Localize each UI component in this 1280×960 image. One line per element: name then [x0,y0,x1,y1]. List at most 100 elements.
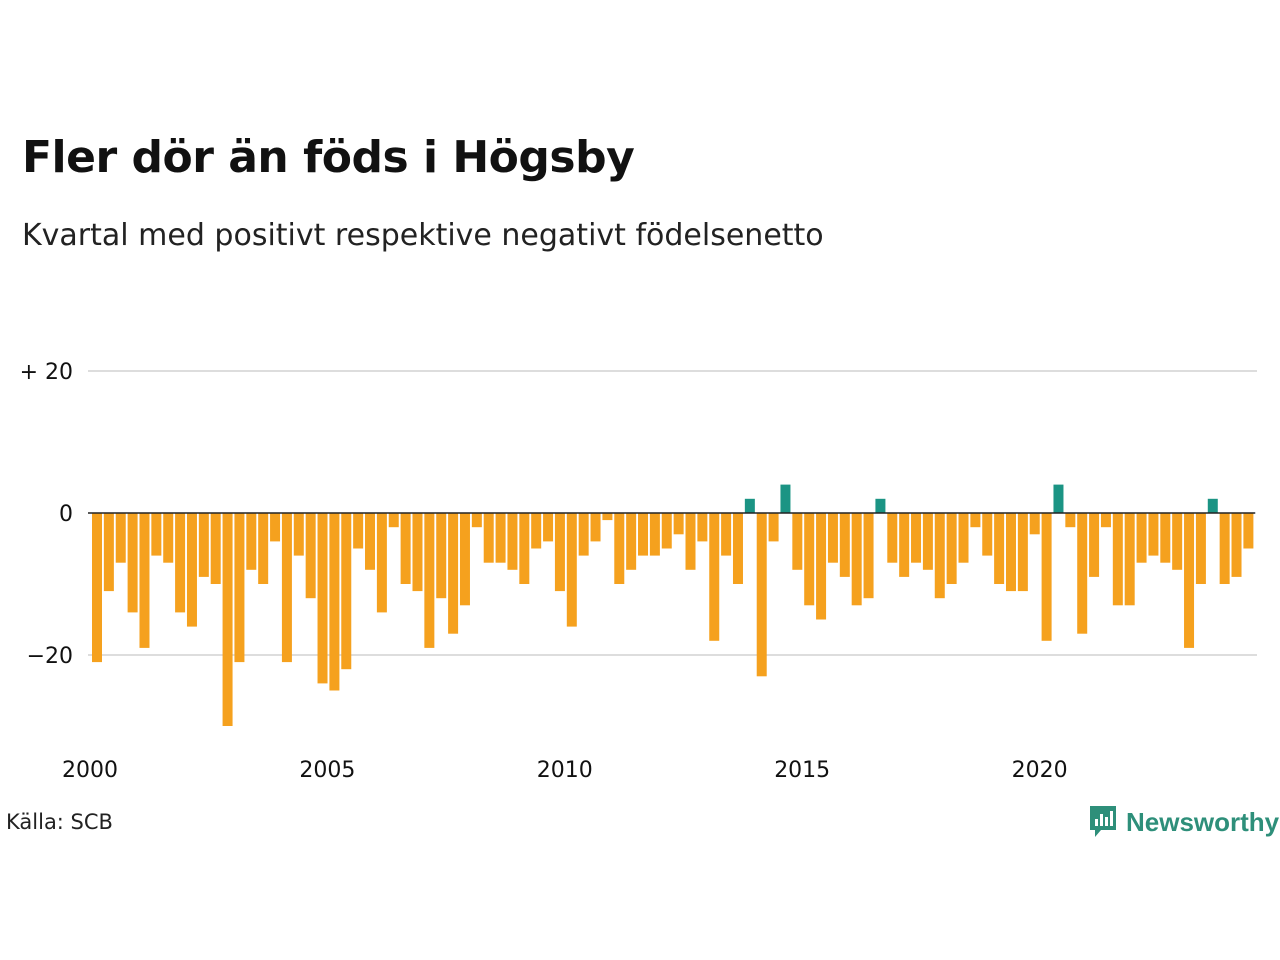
bar-negative [471,513,482,528]
bar-negative [270,513,281,542]
bar-negative [448,513,459,634]
bar-negative [1160,513,1171,563]
bar-negative [732,513,743,584]
x-tick-label: 2015 [774,758,830,783]
bar-negative [887,513,898,563]
bar-negative [1172,513,1183,570]
bar-negative [1112,513,1123,606]
bar-negative [281,513,292,663]
bars [92,484,1254,726]
bar-negative [946,513,957,584]
bar-positive [780,484,791,513]
bar-negative [495,513,506,563]
bar-negative [103,513,114,592]
bar-negative [970,513,981,528]
bar-negative [115,513,126,563]
bar-negative [614,513,625,584]
bar-negative [353,513,364,549]
bar-negative [590,513,601,542]
bar-negative [661,513,672,549]
bar-negative [317,513,328,684]
y-tick-label: 0 [59,502,73,527]
bar-negative [365,513,376,570]
bar-negative [911,513,922,563]
bar-positive [744,498,755,513]
bar-negative [1005,513,1016,592]
chart-logo-icon [1090,806,1116,837]
bar-negative [827,513,838,563]
y-tick-label: + 20 [20,360,73,385]
bar-negative [994,513,1005,584]
bar-negative [1136,513,1147,563]
bar-negative [1100,513,1111,528]
bar-negative [1041,513,1052,641]
bar-negative [400,513,411,584]
axes: + 20 0 −20 2000 2005 2010 2015 2020 [20,360,1256,783]
x-tick-label: 2020 [1012,758,1068,783]
bar-negative [222,513,233,726]
bar-negative [578,513,589,556]
bar-negative [1195,513,1206,584]
bar-negative [436,513,447,599]
bar-negative [507,513,518,570]
bar-negative [1243,513,1254,549]
bar-negative [1029,513,1040,535]
newsworthy-logo: Newsworthy [1088,804,1279,840]
bar-negative [792,513,803,570]
bar-negative [768,513,779,542]
bar-negative [756,513,767,677]
chart-subtitle: Kvartal med positivt respektive negativt… [22,218,824,253]
bar-negative [163,513,174,563]
bar-negative [246,513,257,570]
bar-negative [92,513,102,663]
bar-negative [376,513,387,613]
bar-negative [899,513,910,577]
bar-negative [839,513,850,577]
bar-negative [305,513,316,599]
bar-negative [1089,513,1100,577]
bar-negative [1065,513,1076,528]
bar-negative [602,513,613,521]
chart-title: Fler dör än föds i Högsby [22,132,635,183]
bar-negative [531,513,542,549]
bar-negative [341,513,352,670]
bar-negative [258,513,269,584]
bar-negative [1017,513,1028,592]
bar-negative [709,513,720,641]
source-note: Källa: SCB [6,810,113,834]
y-tick-label: −20 [27,644,73,669]
x-tick-label: 2005 [299,758,355,783]
bar-negative [804,513,815,606]
bar-negative [958,513,969,563]
bar-negative [816,513,827,620]
bar-negative [851,513,862,606]
bar-negative [459,513,470,606]
bar-negative [863,513,874,599]
bar-negative [412,513,423,592]
bar-negative [566,513,577,627]
bar-negative [210,513,221,584]
bar-negative [1231,513,1242,577]
bar-negative [424,513,435,648]
bar-negative [1148,513,1159,556]
bar-negative [519,513,530,584]
bar-negative [982,513,993,556]
x-tick-label: 2010 [537,758,593,783]
bar-negative [234,513,245,663]
bar-negative [1184,513,1195,648]
bar-negative [127,513,138,613]
bar-negative [638,513,649,556]
bar-negative [1124,513,1135,606]
bar-negative [198,513,209,577]
bar-negative [139,513,150,648]
bar-positive [875,498,886,513]
bar-negative [175,513,186,613]
bar-negative [685,513,696,570]
x-tick-label: 2000 [62,758,118,783]
bar-positive [1053,484,1064,513]
bar-negative [922,513,933,570]
bar-negative [329,513,340,691]
bar-negative [673,513,684,535]
bar-negative [649,513,660,556]
